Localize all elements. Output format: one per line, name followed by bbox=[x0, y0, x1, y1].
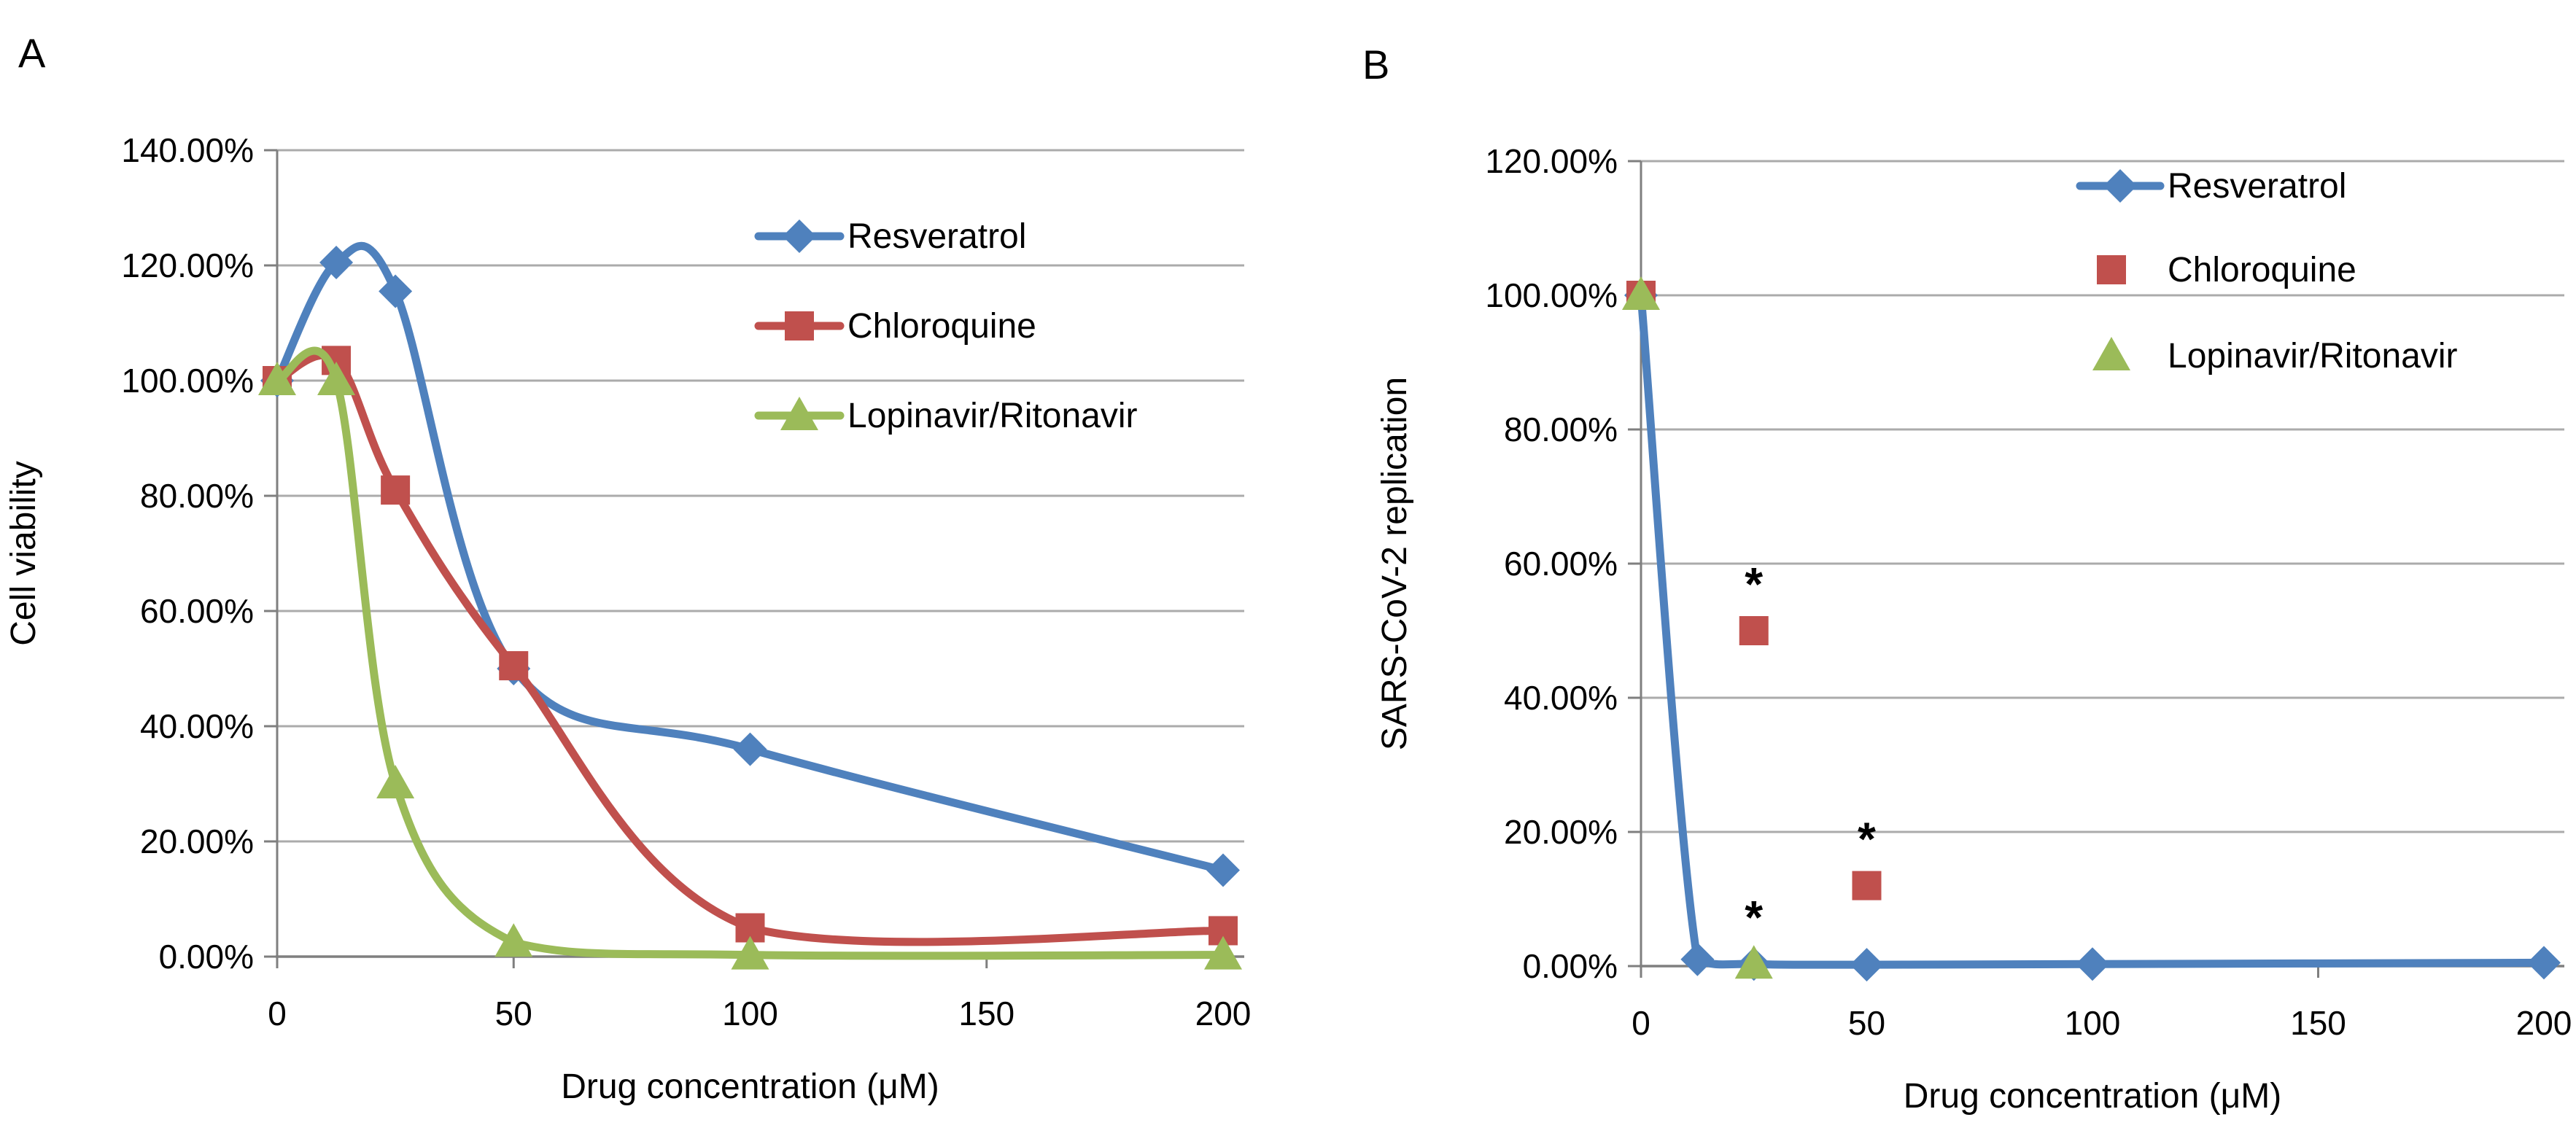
data-point-triangle-lopinavir-ritonavir bbox=[258, 362, 296, 395]
series-line-lopinavir-ritonavir bbox=[273, 346, 1227, 960]
data-point-triangle-lopinavir-ritonavir bbox=[376, 765, 415, 798]
x-tick-label: 50 bbox=[1848, 1004, 1885, 1042]
legend-label: Resveratrol bbox=[847, 217, 1026, 256]
y-tick-label: 20.00% bbox=[1504, 813, 1618, 851]
x-tick-label: 0 bbox=[1632, 1004, 1650, 1042]
data-point-square-chloroquine bbox=[1852, 871, 1882, 900]
y-tick-label: 100.00% bbox=[121, 362, 254, 400]
x-tick-label: 50 bbox=[495, 995, 532, 1032]
y-tick-label: 40.00% bbox=[1504, 679, 1618, 717]
data-point-square-chloroquine bbox=[499, 651, 529, 681]
x-tick-label: 100 bbox=[2065, 1004, 2121, 1042]
legend-diamond-icon bbox=[783, 219, 816, 253]
series-line-resveratrol bbox=[273, 241, 1227, 874]
significance-asterisk: * bbox=[1745, 558, 1763, 610]
data-point-diamond-resveratrol bbox=[379, 274, 413, 308]
panel-a: 0.00% 20.00% 40.00% 60.00% 80.00% 100.00% 120.… bbox=[4, 30, 1251, 1106]
significance-asterisk: * bbox=[1858, 813, 1876, 865]
y-tick-label: 60.00% bbox=[140, 592, 254, 630]
data-point-triangle-lopinavir-ritonavir bbox=[494, 923, 533, 957]
data-point-triangle-lopinavir-ritonavir bbox=[1622, 276, 1660, 310]
legend-square-icon bbox=[2097, 255, 2126, 284]
y-tick-label: 80.00% bbox=[1504, 410, 1618, 448]
x-tick-label: 0 bbox=[268, 995, 287, 1032]
x-axis-title: Drug concentration (μM) bbox=[561, 1067, 939, 1106]
legend-label: Resveratrol bbox=[2168, 167, 2346, 206]
legend-label: Chloroquine bbox=[847, 307, 1036, 346]
x-tick-label: 200 bbox=[1195, 995, 1252, 1032]
y-axis-title: Cell viability bbox=[4, 461, 43, 645]
legend-label: Chloroquine bbox=[2168, 251, 2356, 289]
y-tick-label: 40.00% bbox=[140, 707, 254, 745]
legend-square-icon bbox=[785, 311, 814, 341]
data-point-triangle-lopinavir-ritonavir bbox=[1204, 935, 1242, 970]
y-tick-label: 80.00% bbox=[140, 477, 254, 515]
x-tick-label: 100 bbox=[722, 995, 778, 1032]
y-tick-label: 20.00% bbox=[140, 822, 254, 860]
y-axis-title: SARS-CoV-2 replication bbox=[1376, 377, 1414, 750]
data-point-square-chloroquine bbox=[1739, 616, 1769, 645]
data-point-triangle-lopinavir-ritonavir bbox=[317, 362, 356, 395]
data-point-diamond-resveratrol bbox=[2527, 946, 2561, 980]
data-point-triangle-lopinavir-ritonavir bbox=[731, 935, 769, 970]
data-point-diamond-resveratrol bbox=[733, 732, 767, 766]
y-tick-label: 120.00% bbox=[1485, 142, 1618, 180]
data-point-triangle-lopinavir-ritonavir bbox=[1734, 945, 1773, 979]
x-tick-label: 150 bbox=[2290, 1004, 2346, 1042]
y-tick-label: 0.00% bbox=[1523, 947, 1618, 985]
series-line-resveratrol bbox=[1637, 291, 2548, 969]
legend-label: Lopinavir/Ritonavir bbox=[2168, 337, 2458, 376]
x-tick-label: 200 bbox=[2516, 1004, 2572, 1042]
significance-asterisk: * bbox=[1745, 891, 1763, 943]
y-tick-label: 0.00% bbox=[159, 938, 254, 976]
legend-triangle-icon bbox=[2092, 337, 2130, 370]
data-point-diamond-resveratrol bbox=[319, 246, 354, 280]
data-point-diamond-resveratrol bbox=[1850, 948, 1884, 982]
x-tick-label: 150 bbox=[958, 995, 1015, 1032]
panel-b: 0.00% 20.00% 40.00% 60.00% 80.00% 100.00% 120.… bbox=[1362, 42, 2572, 1116]
y-tick-label: 60.00% bbox=[1504, 545, 1618, 583]
panel-label: A bbox=[18, 30, 46, 76]
y-tick-label: 120.00% bbox=[121, 246, 254, 284]
data-point-diamond-resveratrol bbox=[2076, 947, 2109, 981]
data-point-diamond-resveratrol bbox=[1206, 853, 1240, 887]
y-tick-label: 100.00% bbox=[1485, 276, 1618, 314]
panel-label: B bbox=[1362, 42, 1389, 87]
legend-diamond-icon bbox=[2103, 169, 2137, 203]
y-tick-label: 140.00% bbox=[121, 131, 254, 169]
data-point-square-chloroquine bbox=[381, 475, 411, 505]
data-point-diamond-resveratrol bbox=[1680, 942, 1715, 976]
legend-label: Lopinavir/Ritonavir bbox=[847, 397, 1138, 435]
x-axis-title: Drug concentration (μM) bbox=[1904, 1077, 2282, 1116]
legend-triangle-icon bbox=[780, 397, 818, 430]
